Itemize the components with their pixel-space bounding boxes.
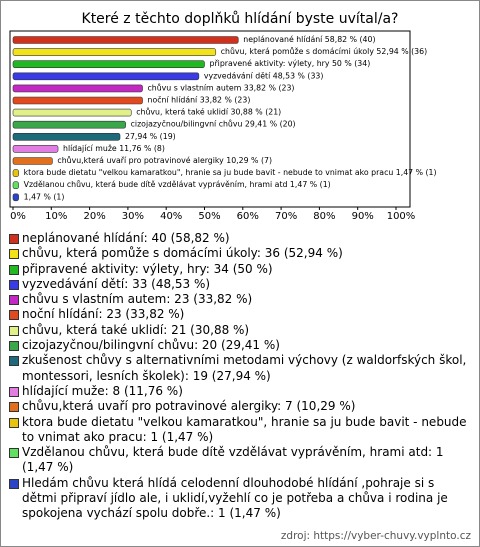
bar-label: neplánované hlídání 58,82 % (40) — [243, 35, 375, 44]
legend-label: připravené aktivity: výlety, hry: 34 (50… — [22, 261, 273, 276]
legend-swatch — [9, 279, 19, 290]
legend-item: neplánované hlídání: 40 (58,82 %) — [9, 231, 471, 246]
legend-label: chůvu s vlastním autem: 23 (33,82 %) — [22, 292, 253, 307]
legend-swatch — [9, 234, 19, 244]
bar-label: Vzdělanou chůvu, která bude dítě vzděláv… — [24, 180, 331, 189]
bar-label: vyzvedávání dětí 48,53 % (33) — [204, 71, 324, 80]
legend-label: neplánované hlídání: 40 (58,82 %) — [22, 231, 230, 245]
legend-swatch — [9, 417, 19, 428]
legend-label: zkušenost chůvy s alternativními metodam… — [22, 353, 467, 383]
legend-swatch — [9, 310, 19, 321]
x-tick-label: 30% — [122, 211, 144, 222]
chart: Které z těchto doplňků hlídání byste uví… — [9, 11, 437, 222]
legend-item: hlídající muže: 8 (11,76 %) — [9, 384, 471, 399]
legend-label: cizojazyčnou/bilingvní chůvu: 20 (29,41 … — [22, 338, 280, 353]
bar — [12, 181, 19, 189]
legend-label: ktora bude dietatu "velkou kamaratkou", … — [22, 414, 467, 444]
x-tick-label: 0% — [10, 211, 26, 222]
legend-item: Vzdělanou chůvu, která bude dítě vzděláv… — [9, 445, 471, 476]
legend-label: Vzdělanou chůvu, která bude dítě vzděláv… — [22, 445, 444, 475]
legend-item: ktora bude dietatu "velkou kamaratkou", … — [9, 415, 471, 446]
bar — [12, 48, 217, 56]
x-tick-label: 20% — [83, 211, 105, 222]
bar-label: chůvu, která pomůže s domácími úkoly 52,… — [221, 47, 427, 56]
x-tick-label: 60% — [237, 211, 259, 222]
bar — [12, 60, 205, 69]
legend-swatch — [9, 249, 19, 260]
legend: neplánované hlídání: 40 (58,82 %) chůvu, … — [9, 231, 471, 522]
legend-swatch — [9, 295, 19, 306]
legend-swatch — [9, 356, 19, 367]
legend-swatch — [9, 325, 19, 336]
bar-label: chůvu, která také uklidí 30,88 % (21) — [136, 108, 281, 117]
x-tick-label: 80% — [313, 211, 335, 222]
x-tick-label: 100% — [387, 211, 416, 222]
legend-swatch — [9, 448, 19, 459]
x-tick-label: 50% — [198, 211, 220, 222]
legend-item: chůvu, která také uklidí: 21 (30,88 %) — [9, 323, 471, 338]
bar — [12, 36, 239, 44]
legend-label: chůvu, která také uklidí: 21 (30,88 %) — [22, 322, 250, 337]
bar — [12, 145, 59, 153]
legend-item: připravené aktivity: výlety, hry: 34 (50… — [9, 262, 471, 277]
bar — [12, 169, 19, 177]
legend-label: hlídající muže: 8 (11,76 %) — [22, 383, 183, 398]
bar-label: ktora bude dietatu "velkou kamaratkou", … — [24, 168, 437, 177]
bar-label: hlídající muže 11,76 % (8) — [63, 144, 165, 153]
legend-item: noční hlídání: 23 (33,82 %) — [9, 307, 471, 322]
bar — [12, 72, 200, 81]
bar-label: 1,47 % (1) — [24, 192, 65, 201]
bar-label: chůvu,která uvaří pro potravinové alergi… — [57, 156, 272, 165]
source: zdroj: https://vyber-chuvy.vyplnto.cz — [280, 530, 471, 542]
legend-label: chůvu,která uvaří pro potravinové alergi… — [22, 399, 356, 414]
bar-label: 27,94 % (19) — [125, 132, 176, 141]
chart-title: Které z těchto doplňků hlídání byste uví… — [82, 11, 399, 27]
x-tick-label: 10% — [45, 211, 67, 222]
x-tick-label: 40% — [160, 211, 182, 222]
bar — [12, 157, 53, 165]
bar — [12, 120, 126, 129]
legend-swatch — [9, 402, 19, 413]
plot-frame — [9, 30, 411, 208]
legend-swatch — [9, 264, 19, 275]
legend-label: chůvu, která pomůže s domácími úkoly: 36… — [22, 246, 343, 261]
legend-item: chůvu, která pomůže s domácími úkoly: 36… — [9, 246, 471, 261]
legend-item: Hledám chůvu která hlídá celodenní dlouh… — [9, 476, 471, 522]
x-tick-label: 90% — [352, 211, 374, 222]
bar — [12, 96, 143, 105]
bar — [12, 84, 143, 93]
bar — [12, 193, 19, 202]
legend-swatch — [9, 478, 19, 489]
legend-item: chůvu s vlastním autem: 23 (33,82 %) — [9, 292, 471, 307]
bar — [12, 133, 121, 141]
legend-swatch — [9, 341, 19, 352]
legend-swatch — [9, 386, 19, 397]
legend-item: chůvu,která uvaří pro potravinové alergi… — [9, 399, 471, 414]
bar-label: noční hlídání 33,82 % (23) — [148, 96, 251, 105]
legend-item: zkušenost chůvy s alternativními metodam… — [9, 353, 471, 384]
legend-item: vyzvedávání dětí: 33 (48,53 %) — [9, 277, 471, 292]
bar-label: připravené aktivity: výlety, hry 50 % (3… — [210, 59, 371, 68]
legend-item: cizojazyčnou/bilingvní chůvu: 20 (29,41 … — [9, 338, 471, 353]
bar-label: cizojazyčnou/bilingvní chůvu 29,41 % (20… — [131, 120, 296, 129]
legend-label: Hledám chůvu která hlídá celodenní dlouh… — [22, 475, 448, 521]
bar-label: chůvu s vlastním autem 33,82 % (23) — [148, 83, 295, 92]
bar — [12, 108, 132, 117]
legend-label: vyzvedávání dětí: 33 (48,53 %) — [22, 276, 211, 291]
x-tick-label: 70% — [275, 211, 297, 222]
legend-label: noční hlídání: 23 (33,82 %) — [22, 307, 185, 322]
